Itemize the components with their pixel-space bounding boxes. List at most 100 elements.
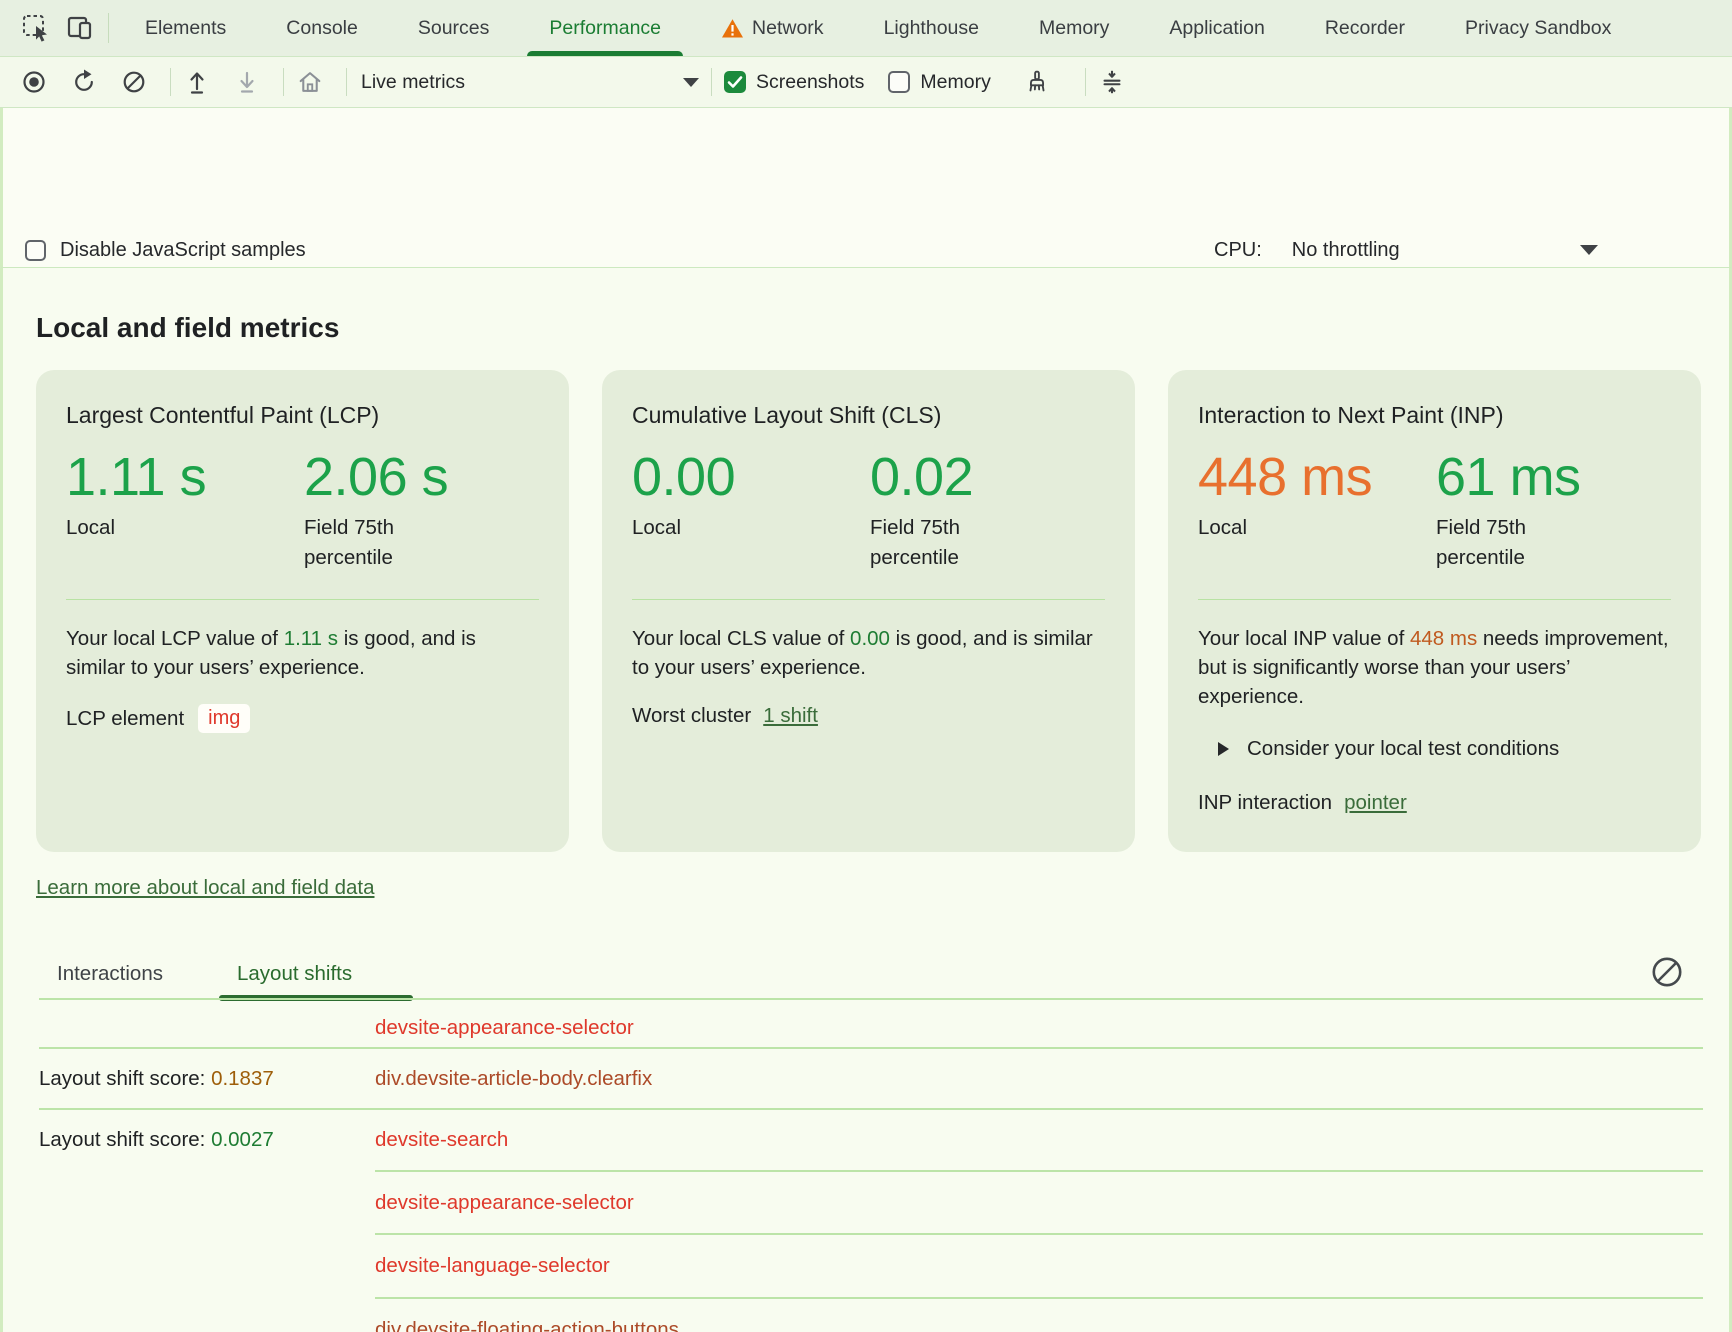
row-separator xyxy=(375,1233,1703,1235)
layout-shift-score: Layout shift score: 0.0027 xyxy=(39,1128,274,1151)
tabbar-icon-group xyxy=(0,0,115,56)
cls-inline-value: 0.00 xyxy=(850,627,890,650)
clear-log-icon[interactable] xyxy=(1649,954,1685,990)
row-separator xyxy=(375,1297,1703,1299)
screenshots-checkbox-row[interactable]: Screenshots xyxy=(724,71,864,94)
tab-privacy-sandbox[interactable]: Privacy Sandbox xyxy=(1435,0,1641,56)
devtools-tabbar: Elements Console Sources Performance Net… xyxy=(0,0,1732,57)
cpu-throttling-value: No throttling xyxy=(1291,238,1400,261)
inp-interaction-label: INP interaction xyxy=(1198,791,1333,814)
layout-shift-row: devsite-language-selector xyxy=(3,1235,1703,1297)
local-label: Local xyxy=(632,516,682,539)
tab-label: Privacy Sandbox xyxy=(1465,16,1612,39)
memory-checkbox-row[interactable]: Memory xyxy=(888,70,991,94)
tab-application[interactable]: Application xyxy=(1139,0,1294,56)
toolbar-separator xyxy=(170,68,171,96)
tab-recorder[interactable]: Recorder xyxy=(1295,0,1435,56)
tab-label: Console xyxy=(286,16,358,39)
layout-shift-row: devsite-appearance-selector xyxy=(3,1172,1703,1233)
save-profile-icon[interactable] xyxy=(233,68,261,96)
shift-node-link[interactable]: div.devsite-floating-action-buttons xyxy=(375,1318,679,1332)
card-divider xyxy=(632,599,1105,600)
tab-console[interactable]: Console xyxy=(256,0,388,56)
cls-local-value: 0.00 xyxy=(632,447,736,507)
tab-sources[interactable]: Sources xyxy=(388,0,520,56)
inp-card-title: Interaction to Next Paint (INP) xyxy=(1198,402,1504,428)
toolbar-separator xyxy=(283,68,284,96)
tab-elements[interactable]: Elements xyxy=(115,0,256,56)
disable-js-samples-label: Disable JavaScript samples xyxy=(60,238,306,261)
field-percentile-label: Field 75th percentile xyxy=(870,516,961,569)
checked-checkbox-icon[interactable] xyxy=(724,71,746,93)
local-label: Local xyxy=(1198,516,1248,539)
shift-node-link[interactable]: devsite-appearance-selector xyxy=(375,1190,634,1214)
lcp-card-title: Largest Contentful Paint (LCP) xyxy=(66,402,380,428)
chevron-down-icon xyxy=(683,77,699,87)
tab-label: Elements xyxy=(145,16,227,39)
lcp-element-row: LCP element img xyxy=(66,704,539,733)
disclosure-triangle-icon xyxy=(1218,742,1229,756)
inp-local-value: 448 ms xyxy=(1198,447,1373,507)
worst-cluster-row: Worst cluster 1 shift xyxy=(632,704,1105,728)
home-icon[interactable] xyxy=(296,68,324,96)
lcp-element-node-link[interactable]: img xyxy=(198,704,251,733)
screenshots-label: Screenshots xyxy=(756,70,865,93)
inp-card: Interaction to Next Paint (INP) 448 ms 6… xyxy=(1168,370,1701,852)
lcp-card: Largest Contentful Paint (LCP) 1.11 s 2.… xyxy=(36,370,569,852)
inp-interaction-pointer-link[interactable]: pointer xyxy=(1344,791,1407,814)
cpu-throttling-select[interactable]: CPU: No throttling xyxy=(1214,234,1614,266)
tab-layout-shifts[interactable]: Layout shifts xyxy=(237,962,353,985)
tab-label: Network xyxy=(752,16,824,39)
local-test-conditions-disclosure[interactable]: Consider your local test conditions xyxy=(1218,737,1671,761)
clear-icon[interactable] xyxy=(120,68,148,96)
load-profile-icon[interactable] xyxy=(183,68,211,96)
layout-shift-row: Layout shift score: 0.0027 devsite-searc… xyxy=(3,1110,1703,1170)
tabbar-separator xyxy=(108,13,109,43)
collapse-panel-icon[interactable] xyxy=(1098,68,1126,96)
layout-shift-row: Layout shift score: 0.1837 div.devsite-a… xyxy=(3,1049,1703,1108)
tab-network[interactable]: Network xyxy=(691,0,854,56)
layout-shift-row: devsite-appearance-selector xyxy=(3,1008,1703,1047)
metric-cards-row: Largest Contentful Paint (LCP) 1.11 s 2.… xyxy=(36,370,1701,852)
capture-settings-pane: Disable JavaScript samples Enable advanc… xyxy=(0,108,1732,355)
garbage-collect-brush-icon[interactable] xyxy=(1023,68,1051,96)
tab-interactions[interactable]: Interactions xyxy=(57,962,163,985)
active-tab-underline xyxy=(527,51,684,56)
toolbar-separator xyxy=(346,68,347,96)
score-value: 0.0027 xyxy=(211,1128,274,1151)
inspect-element-icon[interactable] xyxy=(14,6,58,50)
cls-card-title: Cumulative Layout Shift (CLS) xyxy=(632,402,942,428)
record-icon[interactable] xyxy=(20,68,48,96)
row-separator xyxy=(375,1170,1703,1172)
device-toolbar-icon[interactable] xyxy=(58,6,102,50)
performance-toolbar: Live metrics Screenshots Memory xyxy=(0,57,1732,108)
lcp-field-value: 2.06 s xyxy=(304,447,449,507)
cpu-label: CPU: xyxy=(1214,238,1262,261)
field-percentile-label: Field 75th percentile xyxy=(1436,516,1527,569)
tab-label: Memory xyxy=(1038,16,1110,39)
lcp-description: Your local LCP value of 1.11 s is good, … xyxy=(66,627,476,679)
reload-record-icon[interactable] xyxy=(70,68,98,96)
unchecked-checkbox-icon[interactable] xyxy=(25,239,46,261)
log-tabs-divider xyxy=(39,998,1703,1000)
field-percentile-label: Field 75th percentile xyxy=(304,516,395,569)
chevron-down-icon xyxy=(1580,245,1598,255)
disable-js-samples-row[interactable]: Disable JavaScript samples xyxy=(25,234,306,266)
tab-performance[interactable]: Performance xyxy=(519,0,691,56)
tab-lighthouse[interactable]: Lighthouse xyxy=(854,0,1009,56)
live-metrics-pane: Local and field metrics Largest Contentf… xyxy=(0,268,1732,1332)
worst-cluster-shift-link[interactable]: 1 shift xyxy=(763,704,818,727)
layout-shift-score: Layout shift score: 0.1837 xyxy=(39,1066,274,1090)
history-dropdown[interactable]: Live metrics xyxy=(361,71,699,94)
shift-node-link[interactable]: div.devsite-article-body.clearfix xyxy=(375,1066,653,1090)
shift-node-link[interactable]: devsite-appearance-selector xyxy=(375,1015,634,1039)
tab-label: Lighthouse xyxy=(883,16,979,39)
shift-node-link[interactable]: devsite-search xyxy=(375,1128,509,1151)
shift-node-link[interactable]: devsite-language-selector xyxy=(375,1254,610,1277)
warning-icon xyxy=(721,18,744,39)
memory-label: Memory xyxy=(920,70,991,93)
local-field-data-learn-more-link[interactable]: Learn more about local and field data xyxy=(36,876,375,899)
tab-memory[interactable]: Memory xyxy=(1009,0,1139,56)
unchecked-checkbox-icon[interactable] xyxy=(888,71,911,93)
tab-label: Application xyxy=(1169,16,1265,39)
